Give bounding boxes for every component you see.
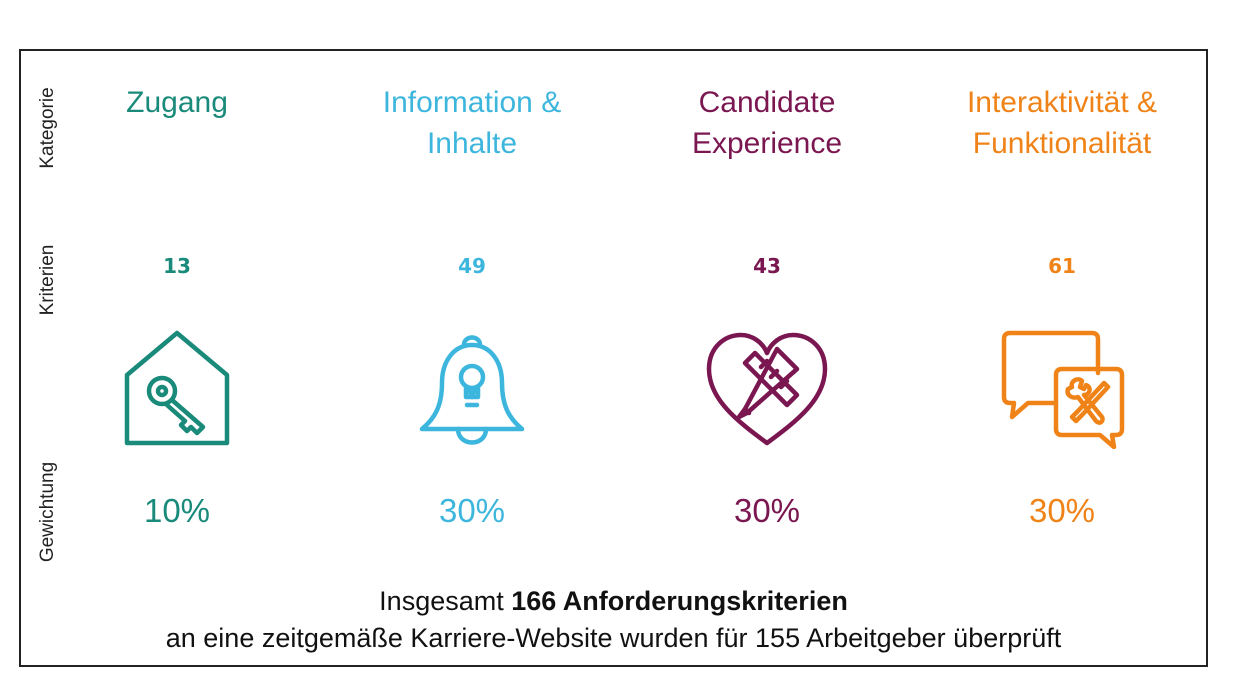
criteria-count: 13 bbox=[163, 254, 191, 278]
footer-description: an eine zeitgemäße Karriere-Website wurd… bbox=[165, 623, 1062, 653]
weight-value: 30% bbox=[438, 492, 506, 529]
criteria-count: 49 bbox=[458, 254, 486, 278]
chat-tools-icon bbox=[996, 325, 1128, 449]
category-title: Interaktivität & Funktionalität bbox=[912, 82, 1212, 164]
footer-total-criteria: 166 Anforderungskriterien bbox=[511, 586, 848, 616]
category-title-line: Inhalte bbox=[426, 127, 518, 160]
weight-value: 30% bbox=[1028, 492, 1096, 529]
category-title-line: Experience bbox=[691, 127, 843, 160]
category-title-line: Interaktivität & bbox=[966, 86, 1158, 119]
category-title: Information & Inhalte bbox=[322, 82, 622, 164]
category-title-line: Funktionalität bbox=[972, 127, 1152, 160]
category-title: Candidate Experience bbox=[617, 82, 917, 164]
footer-prefix: Insgesamt bbox=[379, 586, 512, 616]
bell-bulb-icon bbox=[406, 325, 538, 449]
footer-summary: Insgesamt 166 Anforderungskriterien bbox=[19, 586, 1208, 617]
house-key-icon bbox=[111, 325, 243, 449]
weight-value: 10% bbox=[143, 492, 211, 529]
category-title-line: Zugang bbox=[126, 86, 228, 119]
diagram-frame bbox=[19, 49, 1208, 667]
category-title-line: Information & bbox=[382, 86, 562, 119]
category-title-line: Candidate bbox=[698, 86, 836, 119]
heart-tools-icon bbox=[701, 325, 833, 449]
category-title: Zugang bbox=[27, 82, 327, 123]
criteria-count: 43 bbox=[753, 254, 781, 278]
criteria-count: 61 bbox=[1048, 254, 1076, 278]
weight-value: 30% bbox=[733, 492, 801, 529]
